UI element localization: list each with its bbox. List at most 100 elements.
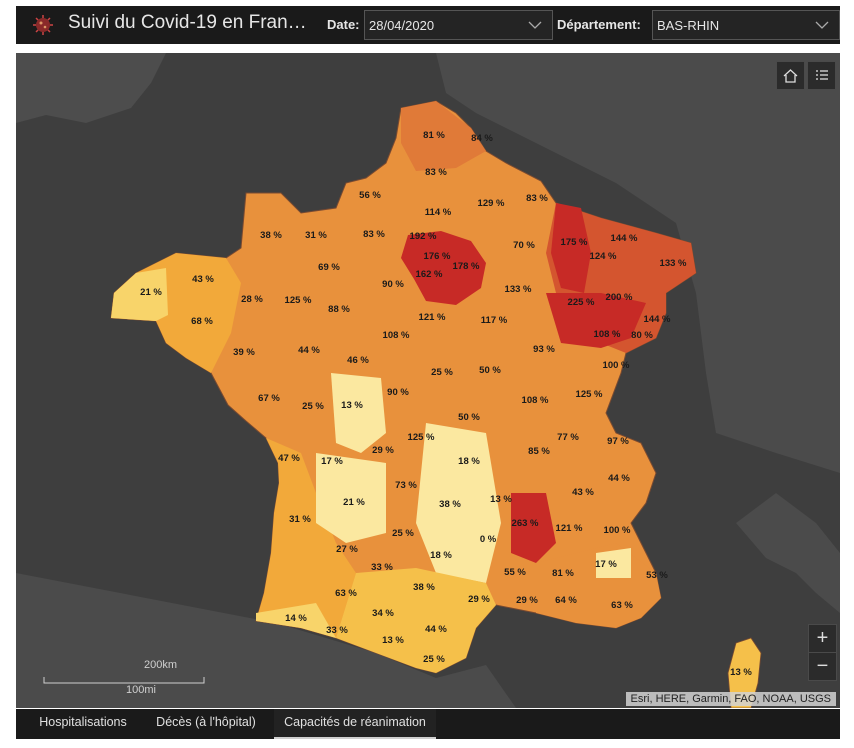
departement-value-label: 144 %: [611, 233, 638, 244]
departement-value-label: 121 %: [419, 312, 446, 323]
scale-bar: [43, 677, 205, 684]
departement-value-label: 25 %: [392, 528, 414, 539]
departement-value-label: 25 %: [302, 401, 324, 412]
departement-value-label: 33 %: [371, 562, 393, 573]
app-title: Suivi du Covid-19 en Fran…: [68, 12, 307, 33]
departement-value-label: 46 %: [347, 355, 369, 366]
departement-value-label: 83 %: [425, 167, 447, 178]
departement-value-label: 90 %: [382, 279, 404, 290]
departement-value-label: 114 %: [425, 207, 452, 218]
region-landes: [256, 603, 336, 638]
departement-value-label: 93 %: [533, 344, 555, 355]
region-sud-ouest: [256, 438, 356, 638]
departement-value-label: 14 %: [285, 613, 307, 624]
departement-value-label: 100 %: [603, 360, 630, 371]
region-finistere: [111, 268, 168, 321]
departement-value-label: 200 %: [606, 292, 633, 303]
chevron-down-icon: [528, 21, 542, 29]
departement-value-label: 21 %: [343, 497, 365, 508]
zoom-in-button[interactable]: +: [808, 624, 837, 653]
departement-value-label: 29 %: [372, 445, 394, 456]
departement-value-label: 90 %: [387, 387, 409, 398]
land-italy: [736, 493, 840, 613]
map-view[interactable]: 81 % 84 % 83 % 56 % 114 % 129 % 83 % 38 % 31 % 83…: [16, 53, 840, 708]
virus-icon: [33, 15, 53, 35]
departement-value-label: 125 %: [408, 432, 435, 443]
departement-value-label: 133 %: [505, 284, 532, 295]
tab-hospitalisations[interactable]: Hospitalisations: [39, 715, 127, 729]
departement-value-label: 133 %: [660, 258, 687, 269]
departement-value-label: 81 %: [552, 568, 574, 579]
departement-value-label: 121 %: [556, 523, 583, 534]
departement-value-label: 80 %: [631, 330, 653, 341]
departement-value-label: 63 %: [611, 600, 633, 611]
departement-value-label: 88 %: [328, 304, 350, 315]
departement-value-label: 29 %: [516, 595, 538, 606]
region-occitanie: [336, 568, 496, 673]
departement-value-label: 225 %: [568, 297, 595, 308]
scale-km-label: 200km: [144, 659, 178, 671]
departement-label: Département:: [557, 17, 641, 32]
region-auvergne: [416, 423, 501, 583]
departement-value-label: 83 %: [526, 193, 548, 204]
departement-value-label: 56 %: [359, 190, 381, 201]
departement-value-label: 27 %: [336, 544, 358, 555]
departement-value-label: 67 %: [258, 393, 280, 404]
region-var: [596, 548, 631, 578]
tab-deces[interactable]: Décès (à l'hôpital): [156, 715, 256, 729]
departement-value-label: 263 %: [512, 518, 539, 529]
departement-value-label: 53 %: [646, 570, 668, 581]
departement-value-label: 38 %: [260, 230, 282, 241]
departement-select[interactable]: BAS-RHIN: [652, 10, 840, 40]
map-canvas[interactable]: 81 % 84 % 83 % 56 % 114 % 129 % 83 % 38 % 31 % 83…: [16, 53, 840, 708]
departement-value-label: 44 %: [608, 473, 630, 484]
departement-value-label: 18 %: [430, 550, 452, 561]
departement-value-label: 17 %: [595, 559, 617, 570]
departement-value-label: 117 %: [481, 315, 508, 326]
departement-value-label: 63 %: [335, 588, 357, 599]
departement-value-label: 64 %: [555, 595, 577, 606]
departement-value-label: 50 %: [479, 365, 501, 376]
departement-value-label: 129 %: [478, 198, 505, 209]
departement-value-label: 68 %: [191, 316, 213, 327]
departement-value-label: 176 %: [424, 251, 451, 262]
departement-value-label: 0 %: [480, 534, 497, 545]
region-limousin: [316, 453, 386, 543]
zoom-out-button[interactable]: −: [808, 652, 837, 681]
departement-value-label: 125 %: [285, 295, 312, 306]
home-button[interactable]: [776, 61, 805, 90]
departement-value-label: 44 %: [298, 345, 320, 356]
departement-value-label: 38 %: [439, 499, 461, 510]
legend-button[interactable]: [807, 61, 836, 90]
departement-value-label: 85 %: [528, 446, 550, 457]
departement-value-label: 192 %: [410, 231, 437, 242]
departement-value-label: 178 %: [453, 261, 480, 272]
date-label: Date:: [327, 17, 360, 32]
date-select[interactable]: 28/04/2020: [364, 10, 553, 40]
scale-mi-label: 100mi: [126, 684, 156, 696]
departement-value-label: 13 %: [341, 400, 363, 411]
departement-value-label: 33 %: [326, 625, 348, 636]
departement-value-label: 55 %: [504, 567, 526, 578]
departement-value-label: 108 %: [383, 330, 410, 341]
departement-value-label: 39 %: [233, 347, 255, 358]
departement-value-label: 84 %: [471, 133, 493, 144]
departement-value-label: 175 %: [561, 237, 588, 248]
departement-value-label: 70 %: [513, 240, 535, 251]
departement-value-label: 38 %: [413, 582, 435, 593]
tab-capacites-reanimation[interactable]: Capacités de réanimation: [274, 709, 436, 739]
home-icon: [783, 69, 798, 83]
departement-value-label: 97 %: [607, 436, 629, 447]
departement-value-label: 162 %: [416, 269, 443, 280]
departement-value-label: 34 %: [372, 608, 394, 619]
departement-value-label: 13 %: [730, 667, 752, 678]
departement-value-label: 144 %: [644, 314, 671, 325]
departement-value-label: 50 %: [458, 412, 480, 423]
departement-value-label: 43 %: [192, 274, 214, 285]
departement-value-label: 69 %: [318, 262, 340, 273]
departement-value-label: 108 %: [522, 395, 549, 406]
departement-value-label: 47 %: [278, 453, 300, 464]
departement-value-label: 13 %: [490, 494, 512, 505]
region-paris: [401, 231, 486, 305]
